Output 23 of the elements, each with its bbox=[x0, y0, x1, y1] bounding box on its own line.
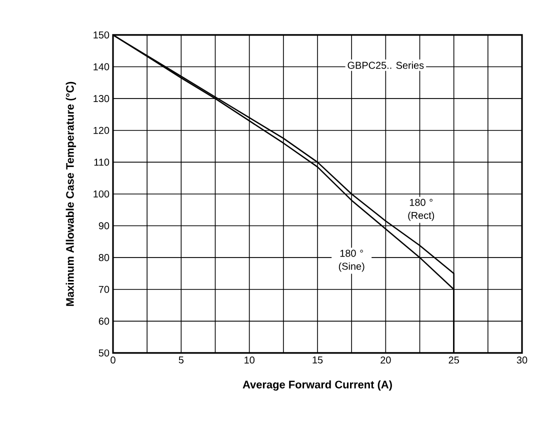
y-tick-label: 110 bbox=[94, 158, 110, 166]
annotation: GBPC25.. Series bbox=[348, 62, 424, 69]
y-axis-title: Maximum Allowable Case Temperature (°C) bbox=[66, 82, 76, 306]
x-tick-label: 30 bbox=[516, 356, 528, 364]
y-tick-label: 140 bbox=[94, 63, 110, 70]
x-tick-label: 25 bbox=[448, 356, 459, 364]
y-tick-label: 60 bbox=[98, 318, 110, 325]
series-label: 180 ° (Rect) bbox=[408, 198, 434, 221]
x-axis-title: Average Forward Current (A) bbox=[242, 380, 392, 391]
x-tick-label: 5 bbox=[178, 356, 184, 364]
x-tick-label: 10 bbox=[244, 356, 254, 364]
y-tick-label: 150 bbox=[94, 31, 110, 39]
y-tick-label: 130 bbox=[94, 95, 110, 102]
y-tick-label: 90 bbox=[98, 222, 110, 230]
y-tick-label: 70 bbox=[98, 286, 110, 293]
x-tick-label: 15 bbox=[312, 356, 323, 364]
y-tick-label: 120 bbox=[94, 126, 110, 134]
y-tick-label: 100 bbox=[94, 190, 110, 198]
text: 180 ° (Sine) bbox=[338, 250, 364, 272]
y-tick-label: 80 bbox=[98, 254, 110, 262]
x-tick-label: 0 bbox=[110, 356, 116, 364]
y-tick-label: 50 bbox=[98, 349, 110, 357]
x-tick-label: 20 bbox=[380, 356, 391, 364]
